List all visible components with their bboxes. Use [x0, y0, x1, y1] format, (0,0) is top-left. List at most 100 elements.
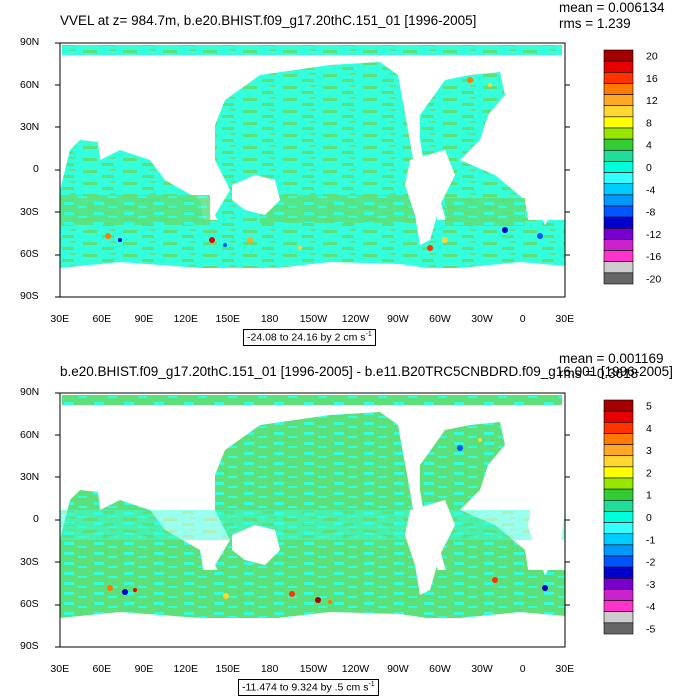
colorbar-swatch: [603, 60, 634, 73]
colorbar-swatch: [603, 421, 634, 434]
colorbar-swatch: [603, 49, 634, 62]
panel2-contour-range: -11.474 to 9.324 by .5 cm s-1: [238, 679, 379, 696]
panel2-lon-label: 30W: [471, 663, 493, 675]
panel1-lon-label: 150E: [215, 313, 241, 325]
colorbar-swatch: [603, 94, 634, 107]
panel1-contour-range: -24.08 to 24.16 by 2 cm s-1: [243, 329, 376, 346]
colorbar-swatch: [603, 149, 634, 162]
colorbar-swatch: [603, 433, 634, 445]
colorbar-swatch: [603, 138, 634, 151]
panel1-lon-label: 30E: [555, 313, 575, 325]
colorbar-swatch: [603, 522, 634, 535]
colorbar-label: 0: [646, 162, 652, 174]
colorbar-swatch: [603, 161, 634, 173]
colorbar-swatch: [603, 600, 634, 613]
colorbar-label: -4: [646, 601, 655, 613]
colorbar-swatch: [603, 71, 634, 84]
panel2-lon-label: 150E: [215, 663, 241, 675]
panel2-rms: rms = 0.3618: [559, 366, 639, 381]
colorbar-swatch: [603, 194, 634, 207]
colorbar-swatch: [603, 544, 634, 557]
colorbar-label: -4: [646, 184, 655, 196]
colorbar-label: -12: [646, 229, 661, 241]
panel1-lon-label: 30E: [50, 313, 70, 325]
panel2-lon-label: 30E: [50, 663, 70, 675]
panel2-lon-label: 60E: [92, 663, 112, 675]
colorbar-label: 1: [646, 490, 652, 502]
colorbar-swatch: [603, 622, 634, 635]
colorbar-swatch: [603, 183, 634, 196]
panel1-title: VVEL at z= 984.7m, b.e20.BHIST.f09_g17.2…: [60, 13, 477, 28]
colorbar-swatch: [603, 511, 634, 523]
colorbar-swatch: [603, 172, 634, 185]
colorbar-label: -5: [646, 623, 655, 635]
panel2-lon-label: 60W: [429, 663, 451, 675]
panel1-lat-label: 60N: [20, 79, 40, 91]
panel2-lon-label: 90E: [134, 663, 154, 675]
panel1-lat-label: 30S: [20, 206, 39, 218]
colorbar-swatch: [603, 533, 634, 546]
panel1-lon-label: 30W: [471, 313, 493, 325]
panel2-lat-label: 0: [33, 513, 39, 525]
panel1-lat-label: 30N: [20, 121, 40, 133]
colorbar-label: 4: [646, 140, 652, 152]
colorbar-label: -2: [646, 557, 655, 569]
colorbar-label: 3: [646, 445, 652, 457]
colorbar-swatch: [603, 83, 634, 95]
panel1-lat-label: 60S: [20, 248, 39, 260]
colorbar-label: 4: [646, 423, 652, 435]
colorbar-swatch: [603, 272, 634, 285]
colorbar-swatch: [603, 466, 634, 479]
panel2-lon-label: 120W: [341, 663, 370, 675]
panel1-lon-label: 150W: [299, 313, 328, 325]
colorbar-swatch: [603, 488, 634, 501]
panel1-lon-label: 90E: [134, 313, 154, 325]
panel2-lon-label: 120E: [173, 663, 198, 675]
colorbar-swatch: [603, 611, 634, 624]
colorbar-swatch: [603, 261, 634, 274]
colorbar-label: 16: [646, 73, 658, 85]
colorbar-label: -3: [646, 579, 655, 591]
panel2-lon-label: 30E: [555, 663, 575, 675]
panel2-lon-label: 150W: [299, 663, 328, 675]
colorbar-swatch: [603, 250, 634, 263]
colorbar-swatch: [603, 239, 634, 251]
colorbar-swatch: [603, 555, 634, 568]
colorbar-swatch: [603, 477, 634, 490]
panel2-lat-label: 60N: [20, 429, 40, 441]
panel1-lon-label: 90W: [387, 313, 409, 325]
panel1-lon-label: 120E: [173, 313, 198, 325]
panel1-rms: rms = 1.239: [559, 16, 631, 31]
colorbar-swatch: [603, 577, 634, 590]
colorbar-swatch: [603, 205, 634, 218]
colorbar-swatch: [603, 589, 634, 601]
panel2-lon-label: 90W: [387, 663, 409, 675]
colorbar-swatch: [603, 127, 634, 140]
panel2-lat-label: 90N: [20, 386, 40, 398]
panel1-lon-label: 60E: [92, 313, 112, 325]
panel2-lon-label: 0: [519, 663, 526, 675]
colorbar-label: 2: [646, 467, 652, 479]
panel2-map: [60, 393, 565, 647]
panel2-lat-label: 30S: [20, 556, 39, 568]
panel1-axis-ticks: [55, 42, 570, 298]
panel2-lat-label: 90S: [20, 640, 39, 652]
colorbar-swatch: [603, 105, 634, 118]
colorbar-label: -8: [646, 207, 655, 219]
colorbar-swatch: [603, 499, 634, 512]
colorbar-swatch: [603, 399, 634, 412]
panel1-lat-label: 0: [33, 163, 39, 175]
panel1-lat-label: 90S: [20, 290, 39, 302]
panel1-lon-label: 120W: [341, 313, 370, 325]
panel2-mean: mean = 0.001169: [559, 351, 664, 366]
panel1-lat-label: 90N: [20, 36, 40, 48]
colorbar-label: 0: [646, 512, 652, 524]
panel2-colorbar: 5 4 3 2 1 0 -1 -2 -3 -4 -5: [603, 399, 655, 635]
colorbar-label: 8: [646, 117, 652, 129]
colorbar-label: 20: [646, 51, 658, 63]
colorbar-label: -1: [646, 534, 655, 546]
panel2-lat-label: 30N: [20, 471, 40, 483]
colorbar-swatch: [603, 444, 634, 457]
colorbar-swatch: [603, 455, 634, 468]
